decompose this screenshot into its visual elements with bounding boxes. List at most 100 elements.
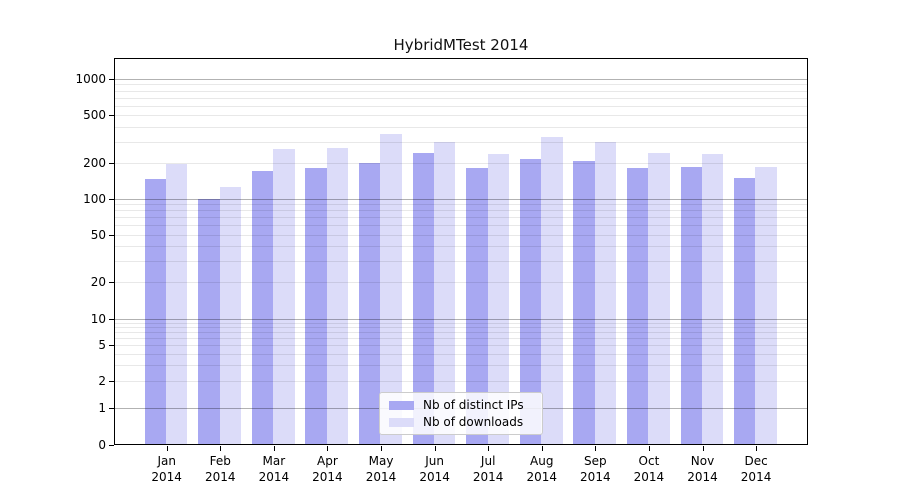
bar-downloads-feb [219, 187, 242, 445]
bar-downloads-jan [166, 164, 188, 445]
y-tick-label-1: 1 [98, 401, 106, 415]
x-tick-year: 2014 [633, 470, 665, 484]
x-tick-jun [434, 446, 436, 451]
gridline-minor [115, 141, 808, 143]
y-tick-label-100: 100 [83, 191, 106, 206]
gridline-minor [115, 162, 808, 164]
gridline-minor [115, 381, 808, 383]
gridline-minor [115, 327, 808, 329]
x-tick-year: 2014 [419, 470, 450, 484]
gridline-major [115, 318, 808, 320]
x-tick-label-aug: Aug 2014 [511, 453, 573, 485]
x-tick-year: 2014 [151, 470, 182, 484]
bar-ips-oct [626, 168, 649, 445]
y-tick-label-5: 5 [98, 338, 106, 353]
gridline-minor [115, 261, 808, 263]
x-tick-label-oct: Oct 2014 [618, 453, 680, 485]
legend-label: Nb of distinct IPs [423, 398, 524, 412]
x-tick-dec [756, 446, 758, 451]
y-tick-100 [109, 198, 114, 200]
bar-downloads-jul [487, 154, 509, 445]
gridline-minor [115, 225, 808, 227]
bar-downloads-apr [326, 148, 349, 445]
gridline-minor [115, 332, 808, 334]
gridline-minor [115, 345, 808, 347]
bar-ips-jan [144, 179, 167, 445]
x-tick-mar [273, 446, 275, 451]
y-tick-1 [109, 408, 114, 409]
x-tick-year: 2014 [472, 470, 504, 484]
x-tick-label-may: May 2014 [350, 453, 412, 485]
gridline-minor [115, 105, 808, 107]
gridline-minor [115, 246, 808, 248]
x-tick-label-mar: Mar 2014 [243, 453, 305, 485]
y-tick-label-2: 2 [98, 374, 106, 389]
bar-ips-may [359, 162, 381, 445]
gridline-minor [115, 90, 808, 92]
legend-swatch [389, 400, 414, 410]
x-tick-jul [488, 446, 490, 451]
gridline-minor [115, 84, 808, 86]
x-tick-label-jun: Jun 2014 [404, 453, 466, 485]
y-tick-20 [109, 282, 114, 284]
gridline-minor [115, 97, 808, 99]
chart-title: HybridMTest 2014 [393, 36, 529, 54]
x-tick-label-sep: Sep 2014 [564, 453, 626, 485]
y-tick-label-0: 0 [98, 438, 106, 452]
bar-downloads-jun [434, 142, 456, 445]
y-tick-1000 [109, 79, 114, 80]
gridline-minor [115, 234, 808, 236]
gridline-minor [115, 204, 808, 206]
bar-ips-mar [251, 171, 274, 445]
y-tick-10 [109, 318, 114, 320]
gridline-minor [115, 282, 808, 284]
x-tick-apr [327, 446, 329, 451]
x-tick-oct [648, 446, 650, 451]
x-tick-year: 2014 [365, 470, 397, 484]
x-tick-year: 2014 [526, 470, 558, 484]
x-tick-may [381, 446, 383, 451]
gridline-minor [115, 338, 808, 340]
bar-downloads-sep [594, 141, 617, 445]
bar-ips-feb [198, 198, 220, 445]
x-tick-year: 2014 [312, 470, 343, 484]
y-tick-5 [109, 345, 114, 347]
bar-downloads-oct [648, 153, 670, 445]
y-tick-label-50: 50 [90, 227, 106, 242]
x-tick-jan [166, 446, 168, 451]
y-tick-label-1000: 1000 [75, 72, 106, 86]
legend-item-distinct-ips: Nb of distinct IPs [389, 398, 533, 412]
gridline-minor [115, 115, 808, 117]
y-tick-0 [109, 445, 114, 446]
x-tick-label-apr: Apr 2014 [296, 453, 358, 485]
gridline-minor [115, 322, 808, 324]
bar-downloads-dec [755, 166, 777, 445]
bar-ips-dec [734, 177, 756, 445]
x-tick-year: 2014 [258, 470, 290, 484]
bar-ips-jul [466, 168, 488, 445]
x-tick-aug [541, 446, 543, 451]
gridline-minor [115, 354, 808, 356]
bar-downloads-nov [701, 154, 724, 445]
bar-ips-jun [412, 153, 434, 445]
y-tick-label-20: 20 [90, 275, 106, 290]
x-tick-label-jul: Jul 2014 [457, 453, 519, 485]
x-tick-label-jan: Jan 2014 [136, 453, 198, 485]
y-tick-2 [109, 381, 114, 383]
gridline-minor [115, 365, 808, 367]
gridline-major [115, 79, 808, 80]
x-tick-year: 2014 [740, 470, 772, 484]
legend: Nb of distinct IPs Nb of downloads [379, 392, 543, 435]
y-tick-label-500: 500 [83, 108, 106, 123]
gridline-minor [115, 210, 808, 212]
x-tick-year: 2014 [204, 470, 236, 484]
gridline-minor [115, 217, 808, 219]
bar-ips-apr [305, 168, 327, 445]
x-tick-year: 2014 [687, 470, 718, 484]
bar-ips-aug [519, 158, 542, 445]
bar-downloads-may [380, 133, 402, 445]
legend-label: Nb of downloads [423, 415, 524, 429]
y-tick-200 [109, 162, 114, 164]
gridline-minor [115, 126, 808, 128]
x-tick-label-feb: Feb 2014 [189, 453, 251, 485]
